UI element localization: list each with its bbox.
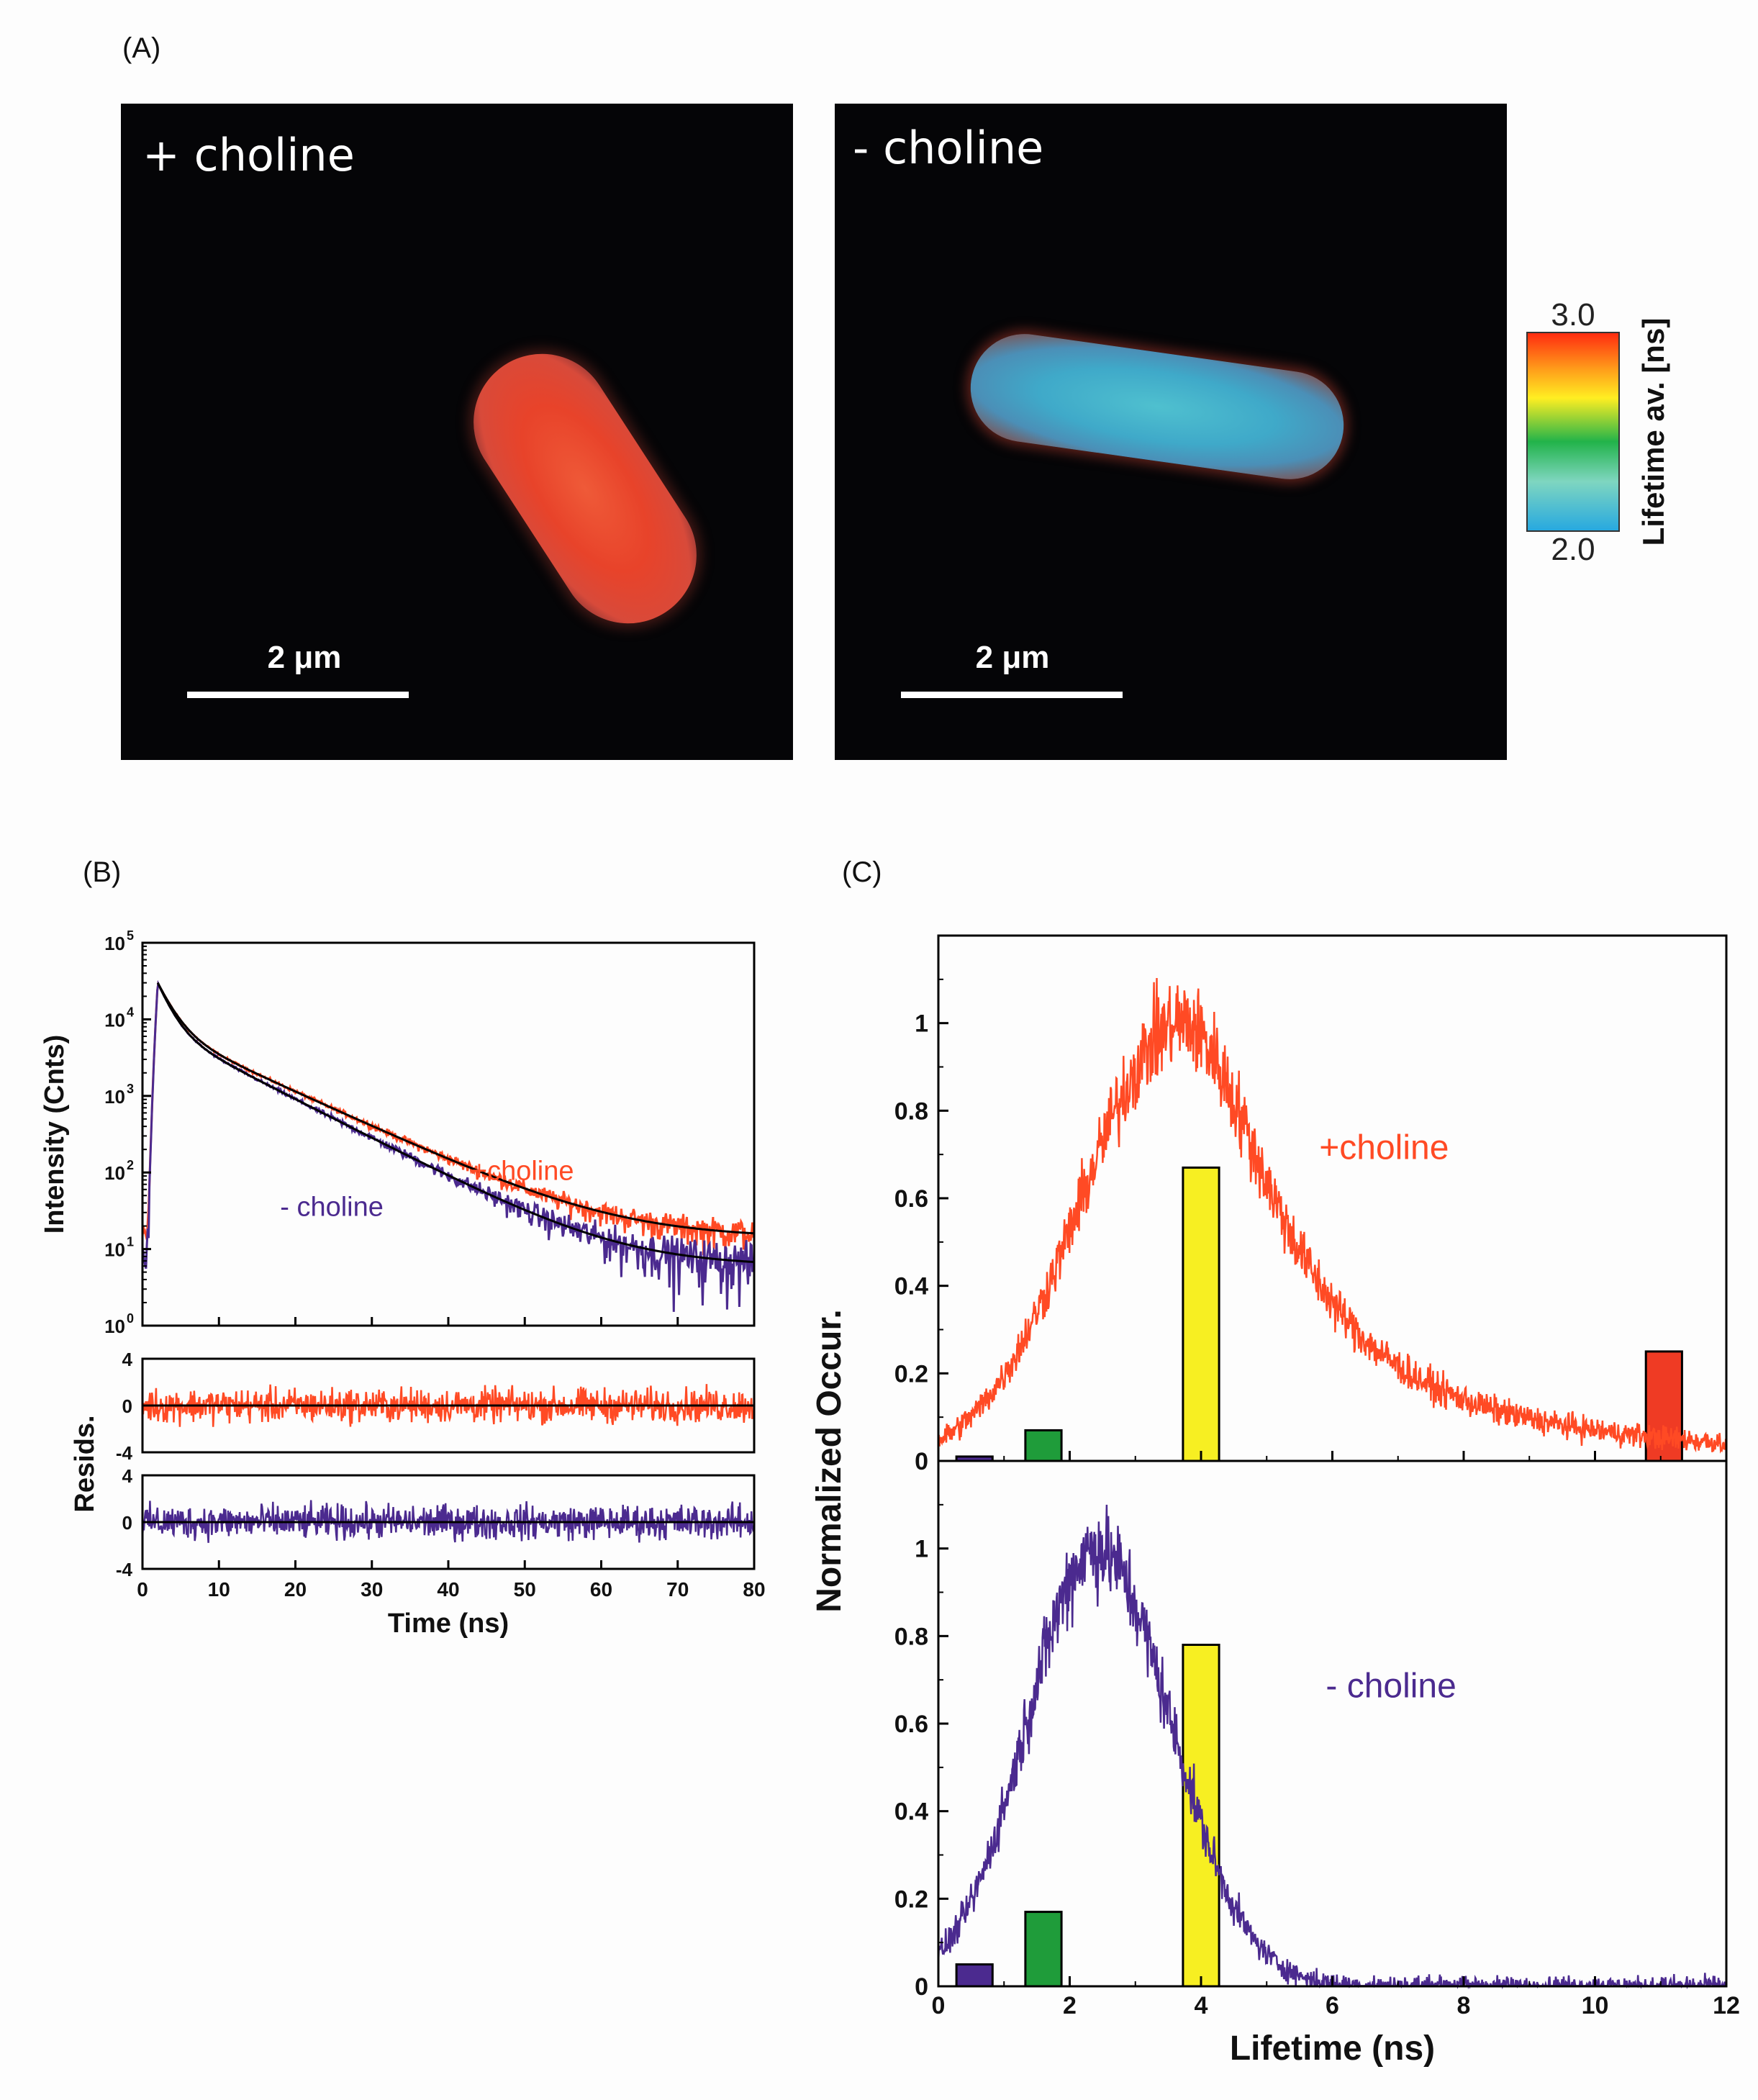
residual-y-tick-label: 0 <box>122 1395 132 1417</box>
y-tick-label-exponent: 2 <box>127 1158 134 1172</box>
y-tick-label-base: 10 <box>104 1316 125 1337</box>
x-tick-label: 60 <box>590 1578 612 1601</box>
panel-a-label: (A) <box>122 32 161 64</box>
x-tick-label: 6 <box>1326 1992 1339 2019</box>
y-tick-label: 0.4 <box>894 1273 928 1300</box>
lifetime-bar <box>1182 1166 1220 1462</box>
y-tick-label-base: 10 <box>104 933 125 954</box>
residual-y-tick-label: -4 <box>116 1559 133 1580</box>
image-label-minus-choline: - choline <box>853 122 1044 174</box>
decay-fit-line <box>156 982 755 1264</box>
y-tick-label-base: 10 <box>104 1239 125 1261</box>
colorbar-max-label: 3.0 <box>1551 297 1595 332</box>
colorbar-title: Lifetime av. [ns] <box>1636 318 1670 546</box>
residual-series-plus-choline <box>141 1384 756 1427</box>
y-tick-label: 1 <box>915 1536 928 1563</box>
annotation-plus-choline: +choline <box>471 1157 574 1187</box>
scale-bar <box>187 692 409 698</box>
y-tick-label-base: 10 <box>104 1086 125 1108</box>
x-tick-label: 50 <box>514 1578 536 1601</box>
plot-frame <box>937 934 1728 1462</box>
y-tick-label-base: 10 <box>104 1162 125 1184</box>
y-tick-label: 0 <box>915 1973 928 2001</box>
distribution-curve <box>937 977 1728 1454</box>
residual-y-tick-label: 0 <box>122 1512 132 1534</box>
lifetime-bar <box>1024 1429 1063 1462</box>
y-axis-label: Normalized Occur. <box>810 1309 848 1612</box>
y-tick-label: 0.2 <box>894 1886 928 1913</box>
y-tick-label: 0.8 <box>894 1097 928 1125</box>
microscopy-image-minus-choline: - choline 2 μm <box>835 104 1507 760</box>
x-tick-label: 12 <box>1713 1992 1740 2019</box>
lifetime-bar <box>1024 1911 1063 1988</box>
microscopy-image-plus-choline: + choline 2 μm <box>121 104 793 760</box>
y-tick-label: 0.6 <box>894 1185 928 1213</box>
y-tick-label: 1 <box>915 1010 928 1038</box>
x-tick-label: 4 <box>1195 1992 1208 2019</box>
scale-bar <box>901 692 1123 698</box>
x-tick-label: 30 <box>361 1578 383 1601</box>
annotation-minus-choline: - choline <box>1326 1667 1456 1706</box>
y-tick-label: 0.6 <box>894 1711 928 1738</box>
x-tick-label: 0 <box>137 1578 148 1601</box>
x-tick-label: 20 <box>284 1578 307 1601</box>
y-tick-label-exponent: 5 <box>127 928 134 943</box>
residual-frame <box>141 1357 756 1454</box>
y-axis-label: Intensity (Cnts) <box>40 1035 70 1234</box>
panel-b-label: (B) <box>83 856 122 888</box>
residual-y-tick-label: -4 <box>116 1442 133 1464</box>
x-axis-label: Time (ns) <box>388 1608 509 1639</box>
x-tick-label: 8 <box>1457 1992 1471 2019</box>
decay-fit-line <box>156 982 755 1235</box>
y-tick-label-exponent: 0 <box>127 1311 134 1326</box>
x-tick-label: 40 <box>437 1578 459 1601</box>
x-tick-label: 2 <box>1063 1992 1077 2019</box>
panel-c-label: (C) <box>842 856 882 888</box>
scale-bar-label: 2 μm <box>267 640 342 675</box>
annotation-minus-choline: - choline <box>280 1192 384 1223</box>
y-tick-label: 0 <box>915 1448 928 1475</box>
residual-y-axis-label: Resids. <box>70 1415 100 1512</box>
lifetime-bar <box>955 1963 994 1988</box>
residual-series-minus-choline <box>141 1500 756 1543</box>
colorbar-min-label: 2.0 <box>1551 532 1595 567</box>
y-tick-label-exponent: 1 <box>127 1235 134 1249</box>
y-tick-label: 0.4 <box>894 1798 928 1826</box>
plot-frame <box>937 1459 1728 1988</box>
x-axis-label: Lifetime (ns) <box>1230 2029 1435 2068</box>
x-tick-label: 0 <box>932 1992 946 2019</box>
y-tick-label-exponent: 4 <box>127 1005 134 1019</box>
residual-y-tick-label: 4 <box>122 1349 133 1370</box>
scale-bar-label: 2 μm <box>975 640 1050 675</box>
annotation-plus-choline: +choline <box>1319 1128 1449 1167</box>
lifetime-colorbar: 3.0 2.0 Lifetime av. [ns] <box>1526 297 1670 567</box>
y-tick-label: 0.2 <box>894 1360 928 1388</box>
colorbar-gradient <box>1526 332 1620 532</box>
x-tick-label: 10 <box>1582 1992 1609 2019</box>
residual-y-tick-label: 4 <box>122 1465 133 1487</box>
y-tick-label-exponent: 3 <box>127 1082 134 1096</box>
x-tick-label: 70 <box>666 1578 689 1601</box>
image-label-plus-choline: + choline <box>142 129 355 181</box>
x-tick-label: 10 <box>208 1578 230 1601</box>
x-tick-label: 80 <box>743 1578 765 1601</box>
y-tick-label-base: 10 <box>104 1009 125 1031</box>
y-tick-label: 0.8 <box>894 1623 928 1650</box>
